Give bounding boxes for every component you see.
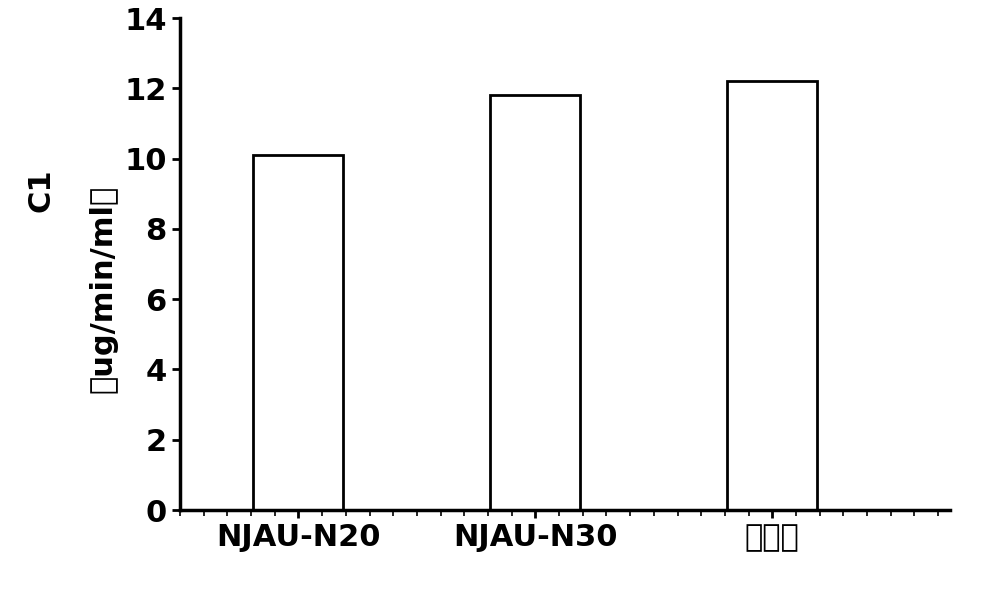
Text: （ug/min/ml）: （ug/min/ml） — [88, 184, 118, 393]
Bar — [253, 155, 343, 510]
Text: C1: C1 — [27, 169, 56, 212]
Bar — [490, 95, 580, 510]
Bar — [727, 81, 817, 510]
